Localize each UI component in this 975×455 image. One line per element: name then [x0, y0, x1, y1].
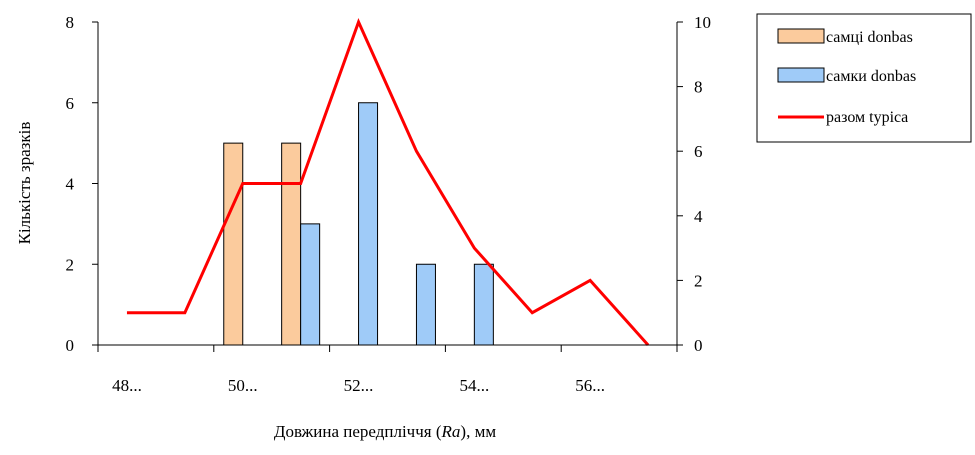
legend-label-1: самки donbas: [826, 68, 916, 85]
y2-tick-label-0: 0: [694, 336, 703, 355]
y2-tick-label-2: 2: [694, 271, 703, 290]
bar-females-6: [473, 263, 494, 346]
legend-swatch-1: [777, 67, 825, 83]
line-series-typica: [126, 17, 650, 347]
x-axis-title-part-1: Довжина передпліччя (: [274, 422, 442, 441]
y-tick-label-8: 8: [66, 13, 75, 32]
x-tick-label-2: 52...: [344, 376, 374, 395]
x-tick-label-4: 56...: [575, 376, 605, 395]
x-axis-title-part-3: ), мм: [460, 422, 496, 441]
y-tick-label-6: 6: [66, 94, 75, 113]
y2-tick-label-10: 10: [694, 13, 711, 32]
bar-males-2: [223, 142, 244, 346]
bars-layer: [223, 102, 494, 346]
legend-label-2: разом typica: [826, 109, 908, 126]
y-tick-label-2: 2: [66, 255, 75, 274]
legend: самці donbas самки donbas разом typica: [756, 13, 972, 143]
x-tick-label-0: 48...: [112, 376, 142, 395]
y-tick-label-4: 4: [66, 175, 75, 194]
x-axis-title-italic: Ra: [441, 422, 461, 441]
bar-males-3: [281, 142, 302, 346]
y2-tick-label-6: 6: [694, 142, 703, 161]
legend-label-0: самці donbas: [826, 29, 913, 46]
bar-females-3: [300, 223, 321, 346]
line-layer: [126, 17, 650, 347]
y2-tick-label-8: 8: [694, 78, 703, 97]
bar-females-4: [358, 102, 379, 346]
y2-tick-label-4: 4: [694, 207, 703, 226]
y-tick-label-0: 0: [66, 336, 75, 355]
x-tick-label-3: 54...: [459, 376, 489, 395]
axes-layer: [97, 22, 678, 346]
legend-swatch-0: [777, 28, 825, 44]
x-axis-title: Довжина передпліччя (Ra), мм: [274, 422, 496, 441]
x-tick-label-1: 50...: [228, 376, 258, 395]
bar-females-5: [415, 263, 436, 346]
ticks-layer: 0 2 4 6 8 0 2 4 6 8 10 48... 50... 52... 54... 56...: [66, 13, 712, 395]
y-axis-title: Кількість зразків: [15, 122, 34, 245]
